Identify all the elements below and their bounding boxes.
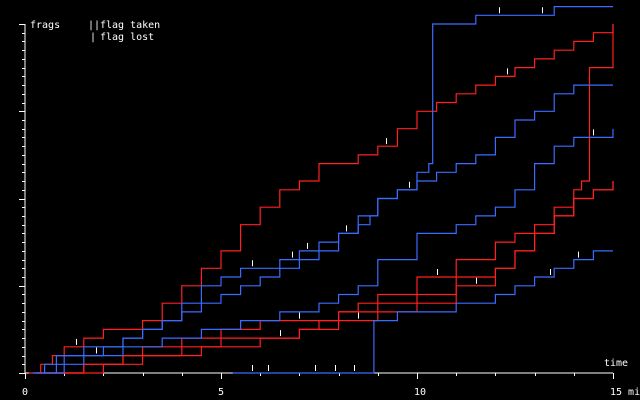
legend-taken-symbol: || — [88, 20, 100, 31]
flag-markers — [76, 7, 594, 371]
series-line-3 — [44, 181, 614, 374]
series-line-6 — [44, 128, 614, 374]
x-tick-label: 0 — [22, 387, 28, 398]
legend-lost-label: flag lost — [100, 32, 154, 43]
chart-series — [28, 6, 614, 374]
x-tick-label: 15 min — [610, 387, 640, 398]
y-axis-label: frags — [30, 20, 60, 31]
chart-axes: 0 5 10 15 min — [19, 24, 640, 398]
series-line-7 — [32, 84, 613, 374]
legend-lost-symbol: | — [90, 32, 96, 43]
legend-taken-label: flag taken — [100, 20, 160, 31]
series-line-1 — [36, 24, 614, 374]
x-tick-label: 10 — [414, 387, 426, 398]
series-line-4 — [28, 181, 614, 374]
chart-labels: frags time || flag taken | flag lost — [30, 20, 628, 369]
x-axis-label: time — [604, 358, 628, 369]
series-line-8 — [232, 250, 613, 374]
x-tick-label: 5 — [218, 387, 224, 398]
